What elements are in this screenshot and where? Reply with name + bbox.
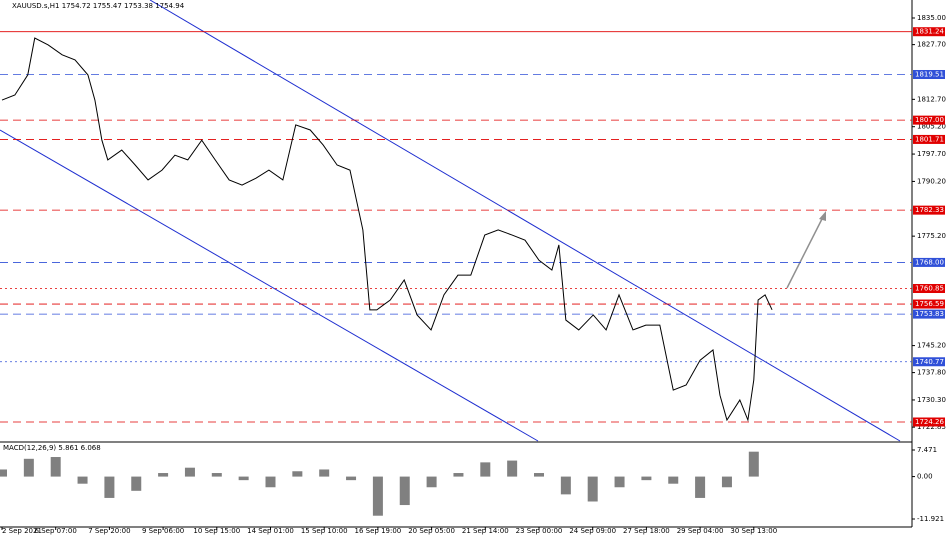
- y-tick-label: 1805.20: [917, 123, 946, 131]
- forecast-arrow: [786, 214, 825, 289]
- y-tick-label: 1790.20: [917, 177, 946, 185]
- level-tag: [913, 309, 945, 319]
- macd-bar: [292, 471, 303, 477]
- y-tick-label: 1745.20: [917, 342, 946, 350]
- x-tick-label: 29 Sep 04:00: [677, 527, 724, 535]
- macd-title: MACD(12,26,9) 5.861 6.068: [3, 444, 101, 452]
- x-tick-label: 15 Sep 10:00: [301, 527, 348, 535]
- macd-bar: [104, 476, 115, 498]
- level-tag: [913, 417, 945, 427]
- macd-bar: [695, 476, 706, 498]
- macd-bar: [748, 451, 759, 477]
- level-tag: [913, 134, 945, 144]
- macd-bar: [641, 476, 652, 481]
- level-tag: [913, 69, 945, 79]
- macd-bar: [346, 476, 357, 481]
- macd-bar: [507, 460, 518, 477]
- x-tick-label: 2 Sep 2021: [2, 527, 42, 535]
- macd-bar: [319, 469, 330, 477]
- macd-bar: [534, 473, 544, 477]
- level-label: 1831.24: [915, 28, 944, 36]
- level-tag: [913, 299, 945, 309]
- x-tick-label: 16 Sep 19:00: [355, 527, 402, 535]
- x-tick-label: 6 Sep 07:00: [35, 527, 77, 535]
- x-tick-label: 14 Sep 01:00: [247, 527, 294, 535]
- level-label: 1819.51: [915, 70, 944, 78]
- macd-bar: [211, 473, 222, 477]
- level-label: 1768.00: [915, 258, 944, 266]
- macd-bar: [480, 462, 491, 477]
- macd-bar: [668, 476, 679, 484]
- x-tick-label: 23 Sep 00:00: [516, 527, 563, 535]
- x-tick-label: 21 Sep 14:00: [462, 527, 509, 535]
- level-label: 1760.85: [915, 285, 944, 293]
- macd-bar: [265, 476, 276, 488]
- macd-bar: [721, 476, 732, 488]
- x-tick-label: 24 Sep 09:00: [569, 527, 616, 535]
- y-tick-label: 1797.70: [917, 150, 946, 158]
- level-label: 1753.83: [915, 310, 944, 318]
- channel-upper: [149, 0, 901, 442]
- y-tick-label: 1730.30: [917, 396, 946, 404]
- macd-bar: [0, 469, 7, 477]
- x-tick-label: 20 Sep 05:00: [408, 527, 455, 535]
- x-tick-label: 7 Sep 20:00: [88, 527, 130, 535]
- macd-bar: [238, 476, 249, 481]
- level-label: 1740.77: [915, 358, 944, 366]
- level-tag: [913, 284, 945, 294]
- macd-bar: [372, 476, 383, 516]
- price-line: [1, 37, 773, 422]
- macd-bar: [50, 457, 61, 477]
- macd-bar: [614, 476, 625, 488]
- x-tick-label: 9 Sep 06:00: [142, 527, 184, 535]
- level-label: 1782.33: [915, 206, 944, 214]
- y2-tick-label: 7.471: [917, 446, 937, 454]
- y-tick-label: 1827.70: [917, 41, 946, 49]
- x-tick-label: 30 Sep 13:00: [730, 527, 777, 535]
- chart-title: XAUUSD.s,H1 1754.72 1755.47 1753.38 1754…: [12, 2, 185, 10]
- y-tick-label: 1835.00: [917, 14, 946, 22]
- y-tick-label: 1812.70: [917, 95, 946, 103]
- y-tick-label: 1775.20: [917, 232, 946, 240]
- level-label: 1801.71: [915, 135, 944, 143]
- level-label: 1756.59: [915, 300, 944, 308]
- macd-bar: [131, 476, 142, 491]
- y-tick-label: 1722.85: [917, 423, 946, 431]
- level-label: 1724.26: [915, 418, 944, 426]
- y2-tick-label: -11.921: [917, 515, 944, 523]
- level-tag: [913, 205, 945, 215]
- macd-bar: [560, 476, 571, 495]
- macd-bar: [23, 458, 34, 477]
- channel-lower: [0, 129, 539, 442]
- macd-bar: [399, 476, 410, 506]
- macd-bar: [77, 476, 88, 484]
- y2-tick-label: 0.00: [917, 473, 933, 481]
- macd-bar: [184, 467, 195, 477]
- x-tick-label: 27 Sep 18:00: [623, 527, 670, 535]
- level-tag: [913, 357, 945, 367]
- level-tag: [913, 27, 945, 37]
- macd-bar: [587, 476, 598, 502]
- level-tag: [913, 115, 945, 125]
- level-tag: [913, 257, 945, 267]
- macd-bar: [426, 476, 437, 488]
- level-label: 1807.00: [915, 116, 944, 124]
- y-tick-label: 1737.80: [917, 369, 946, 377]
- arrow-head: [819, 211, 826, 221]
- x-tick-label: 10 Sep 15:00: [193, 527, 240, 535]
- macd-bar: [158, 473, 169, 477]
- macd-bar: [453, 473, 464, 477]
